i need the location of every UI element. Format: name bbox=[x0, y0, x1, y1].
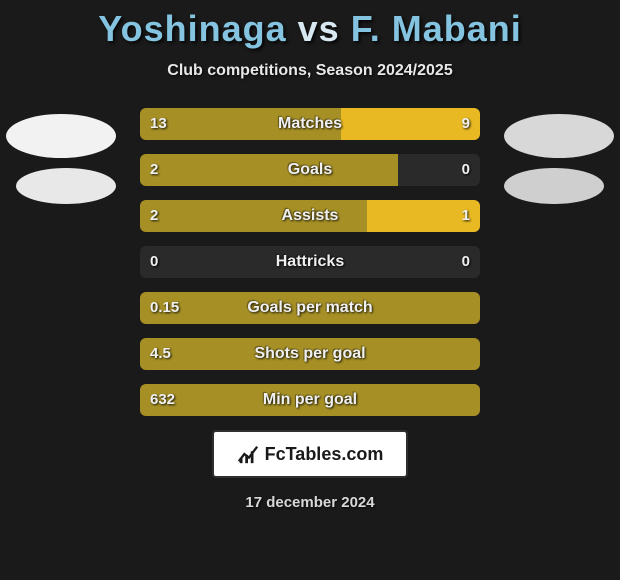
player2-name: F. Mabani bbox=[351, 8, 522, 49]
stat-rows-container: Matches139 Goals20 Assists21 Hattricks00 Goa… bbox=[0, 108, 620, 416]
stat-row: Goals per match0.15 bbox=[0, 292, 620, 324]
stat-bar-track bbox=[140, 292, 480, 324]
branding-text: FcTables.com bbox=[265, 444, 384, 465]
subtitle: Club competitions, Season 2024/2025 bbox=[0, 62, 620, 80]
stat-row: Hattricks00 bbox=[0, 246, 620, 278]
comparison-title: Yoshinaga vs F. Mabani bbox=[0, 0, 620, 50]
player1-bar bbox=[140, 200, 367, 232]
branding-box: FcTables.com bbox=[212, 430, 408, 478]
player1-bar bbox=[140, 154, 398, 186]
stat-bar-track bbox=[140, 154, 480, 186]
stat-row: Min per goal632 bbox=[0, 384, 620, 416]
player2-bar bbox=[341, 108, 480, 140]
player2-bar bbox=[367, 200, 480, 232]
player1-bar bbox=[140, 384, 480, 416]
chart-icon bbox=[237, 443, 259, 465]
player1-bar bbox=[140, 338, 480, 370]
stat-bar-track bbox=[140, 246, 480, 278]
stat-row: Goals20 bbox=[0, 154, 620, 186]
stat-row: Assists21 bbox=[0, 200, 620, 232]
stat-bar-track bbox=[140, 200, 480, 232]
player1-name: Yoshinaga bbox=[98, 8, 286, 49]
stat-row: Matches139 bbox=[0, 108, 620, 140]
player1-bar bbox=[140, 108, 341, 140]
stat-bar-track bbox=[140, 384, 480, 416]
stat-bar-track bbox=[140, 108, 480, 140]
stat-row: Shots per goal4.5 bbox=[0, 338, 620, 370]
vs-text: vs bbox=[298, 8, 340, 49]
player1-bar bbox=[140, 292, 480, 324]
date-text: 17 december 2024 bbox=[0, 494, 620, 511]
stat-bar-track bbox=[140, 338, 480, 370]
